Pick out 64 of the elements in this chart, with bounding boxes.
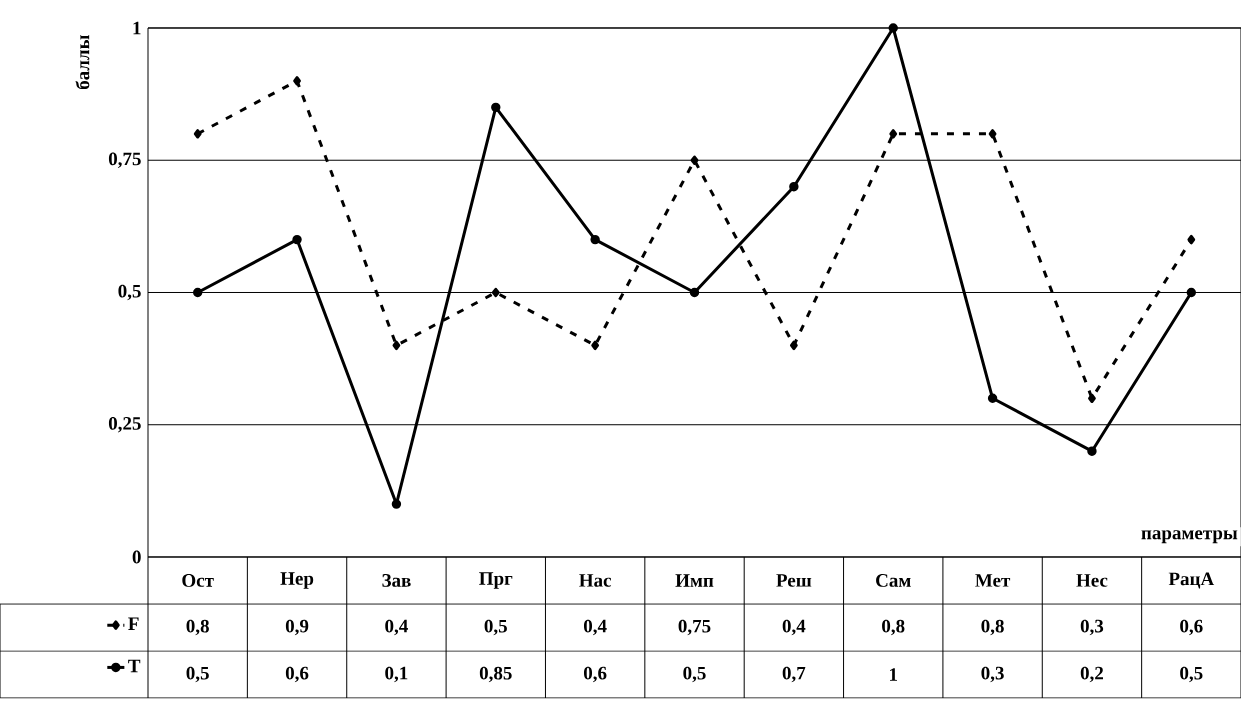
point [1186, 287, 1197, 298]
y-tick-label: 0,5 [118, 284, 141, 301]
x-tick-label: Нес [1076, 574, 1108, 587]
point [789, 340, 798, 351]
data-label: 0,85 [479, 666, 512, 683]
point [192, 287, 203, 298]
data-label: 0,2 [1080, 666, 1104, 683]
y-tick-label: 0,75 [108, 152, 141, 169]
point [392, 340, 401, 351]
legend-label: T [128, 659, 141, 673]
data-label: 0,8 [186, 619, 209, 636]
data-label: 0,4 [385, 619, 408, 636]
point [491, 287, 500, 298]
point [988, 129, 997, 139]
data-label: 0,1 [385, 666, 408, 683]
data-label: 0,75 [678, 619, 711, 636]
y-tick-label: 0,25 [108, 416, 141, 433]
x-tick-label: Ост [182, 574, 214, 587]
x-tick-label: Реш [776, 574, 812, 587]
x-tick-label: РацА [1168, 572, 1215, 589]
point [292, 234, 302, 245]
y-tick-label: 0 [132, 550, 141, 564]
data-label: 0,6 [584, 666, 607, 683]
data-label: 0,5 [186, 666, 209, 683]
x-tick-label: Зав [382, 574, 411, 587]
point [689, 287, 700, 298]
point [690, 155, 699, 165]
data-label: 0,6 [1180, 619, 1203, 636]
x-tick-label: Сам [876, 574, 911, 587]
x-tick-label: Мет [975, 574, 1011, 587]
data-label: 0,9 [285, 619, 309, 636]
data-label: 0,8 [882, 619, 905, 636]
data-label: 0,4 [584, 619, 607, 636]
point [889, 129, 898, 139]
point [293, 76, 301, 86]
y-axis-title: баллы [75, 35, 90, 90]
point [888, 23, 898, 33]
x-tick-label: Имп [675, 574, 714, 587]
data-label: 0,8 [981, 619, 1004, 636]
point [1087, 446, 1097, 456]
point [590, 234, 600, 245]
y-tick-label: 1 [133, 21, 141, 35]
data-label: 0,3 [981, 666, 1004, 683]
data-label: 0,4 [782, 619, 806, 636]
point [1088, 393, 1096, 403]
x-tick-label: Прг [479, 572, 513, 589]
data-label: 1 [890, 668, 897, 681]
point [491, 102, 501, 113]
legend-label: F [128, 617, 139, 630]
point [391, 499, 402, 509]
x-axis-title: параметры [1141, 530, 1238, 544]
data-label: 0,7 [782, 666, 806, 683]
point [789, 181, 799, 192]
data-label: 0,6 [285, 666, 309, 683]
x-tick-label: Нер [280, 572, 314, 589]
data-label: 0,5 [683, 666, 706, 683]
point [193, 129, 202, 139]
data-label: 0,5 [484, 619, 507, 636]
data-label: 0,3 [1080, 619, 1104, 636]
point [591, 340, 600, 351]
data-label: 0,5 [1180, 666, 1203, 683]
x-tick-label: Нас [579, 574, 612, 587]
point [987, 393, 998, 403]
point [1187, 234, 1196, 245]
